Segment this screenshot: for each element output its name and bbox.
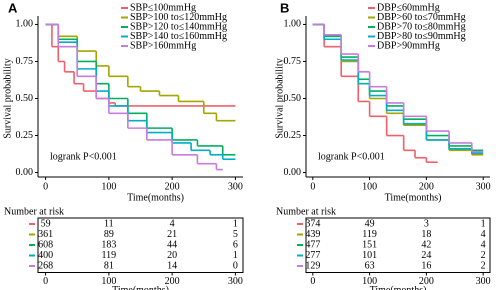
y-tick-label: 0.25 xyxy=(284,130,302,141)
risk-count: 277 xyxy=(305,250,320,261)
risk-count: 24 xyxy=(421,250,431,261)
risk-count: 11 xyxy=(104,218,114,229)
legend-label: DBP>90mmHg xyxy=(377,40,440,51)
risk-count: 101 xyxy=(362,250,377,261)
risk-x-tick-label: 200 xyxy=(165,276,180,287)
y-axis-label: Survival probability xyxy=(274,58,285,138)
legend-label: SBP≤100mmHg xyxy=(130,2,196,13)
legend-label: SBP>100 to≤120mmHg xyxy=(130,12,227,23)
annotation: logrank P<0.001 xyxy=(318,151,385,162)
risk-count: 89 xyxy=(104,229,114,240)
panel-label: B xyxy=(280,0,289,15)
y-tick-label: 0.50 xyxy=(284,93,302,104)
legend-label: DBP>70 to≤80mmHg xyxy=(377,21,466,32)
y-axis-label: Survival probability xyxy=(2,58,13,138)
risk-count: 361 xyxy=(38,229,53,240)
risk-count: 44 xyxy=(167,239,177,250)
risk-count: 608 xyxy=(38,239,53,250)
risk-count: 49 xyxy=(365,218,375,229)
risk-count: 119 xyxy=(362,229,377,240)
risk-count: 2 xyxy=(481,260,486,271)
risk-x-axis-label: Time(months) xyxy=(112,285,169,290)
legend-label: DBP>60 to≤70mmHg xyxy=(377,12,466,23)
risk-count: 14 xyxy=(167,260,177,271)
y-tick-label: 1.00 xyxy=(16,19,34,30)
risk-count: 21 xyxy=(167,229,177,240)
x-tick-label: 300 xyxy=(476,181,491,192)
risk-count: 439 xyxy=(305,229,320,240)
legend-label: DBP≤60mmHg xyxy=(377,2,440,13)
risk-table-frame xyxy=(305,217,491,273)
x-tick-label: 200 xyxy=(419,181,434,192)
risk-count: 268 xyxy=(38,260,53,271)
risk-x-tick-label: 100 xyxy=(362,276,377,287)
x-tick-label: 100 xyxy=(362,181,377,192)
legend-label: SBP>160mmHg xyxy=(130,40,196,51)
risk-count: 1 xyxy=(233,250,238,261)
risk-count: 374 xyxy=(305,218,320,229)
y-tick-label: 1.00 xyxy=(284,19,302,30)
risk-count: 42 xyxy=(421,239,431,250)
legend-label: SBP>120 to≤140mmHg xyxy=(130,21,227,32)
risk-count: 81 xyxy=(104,260,114,271)
annotation: logrank P<0.001 xyxy=(50,151,117,162)
risk-x-tick-label: 100 xyxy=(101,276,116,287)
y-tick-label: 0.75 xyxy=(284,56,302,67)
x-tick-label: 0 xyxy=(310,181,315,192)
risk-count: 4 xyxy=(170,218,175,229)
risk-count: 477 xyxy=(305,239,320,250)
x-tick-label: 200 xyxy=(165,181,180,192)
y-tick-label: 0.25 xyxy=(16,130,34,141)
risk-x-tick-label: 0 xyxy=(43,276,48,287)
x-tick-label: 300 xyxy=(228,181,243,192)
risk-count: 4 xyxy=(481,239,486,250)
y-tick-label: 0.00 xyxy=(284,167,302,178)
risk-count: 2 xyxy=(481,250,486,261)
risk-count: 1 xyxy=(233,218,238,229)
risk-count: 3 xyxy=(424,218,429,229)
risk-count: 6 xyxy=(233,239,238,250)
x-axis-label: Time(months) xyxy=(385,192,442,203)
risk-count: 400 xyxy=(38,250,53,261)
risk-count: 63 xyxy=(365,260,375,271)
y-tick-label: 0.75 xyxy=(16,56,34,67)
risk-count: 1 xyxy=(481,218,486,229)
risk-table-title: Number at risk xyxy=(276,206,336,217)
y-tick-label: 0.50 xyxy=(16,93,34,104)
legend-label: SBP>140 to≤160mmHg xyxy=(130,31,227,42)
panel-label: A xyxy=(8,0,18,15)
risk-x-tick-label: 0 xyxy=(310,276,315,287)
risk-x-tick-label: 300 xyxy=(476,276,491,287)
legend-label: DBP>80 to≤90mmHg xyxy=(377,31,466,42)
risk-table-frame xyxy=(37,217,244,273)
risk-count: 16 xyxy=(421,260,431,271)
x-tick-label: 0 xyxy=(43,181,48,192)
x-axis-label: Time(months) xyxy=(127,192,184,203)
risk-count: 183 xyxy=(101,239,116,250)
x-tick-label: 100 xyxy=(101,181,116,192)
risk-count: 4 xyxy=(481,229,486,240)
risk-count: 119 xyxy=(102,250,117,261)
risk-count: 20 xyxy=(167,250,177,261)
risk-x-axis-label: Time(months) xyxy=(370,285,427,290)
risk-table-title: Number at risk xyxy=(4,206,64,217)
risk-count: 129 xyxy=(305,260,320,271)
risk-count: 151 xyxy=(362,239,377,250)
risk-x-tick-label: 200 xyxy=(419,276,434,287)
risk-count: 5 xyxy=(233,229,238,240)
risk-count: 0 xyxy=(233,260,238,271)
risk-count: 18 xyxy=(421,229,431,240)
risk-count: 59 xyxy=(41,218,51,229)
risk-x-tick-label: 300 xyxy=(228,276,243,287)
y-tick-label: 0.00 xyxy=(16,167,34,178)
